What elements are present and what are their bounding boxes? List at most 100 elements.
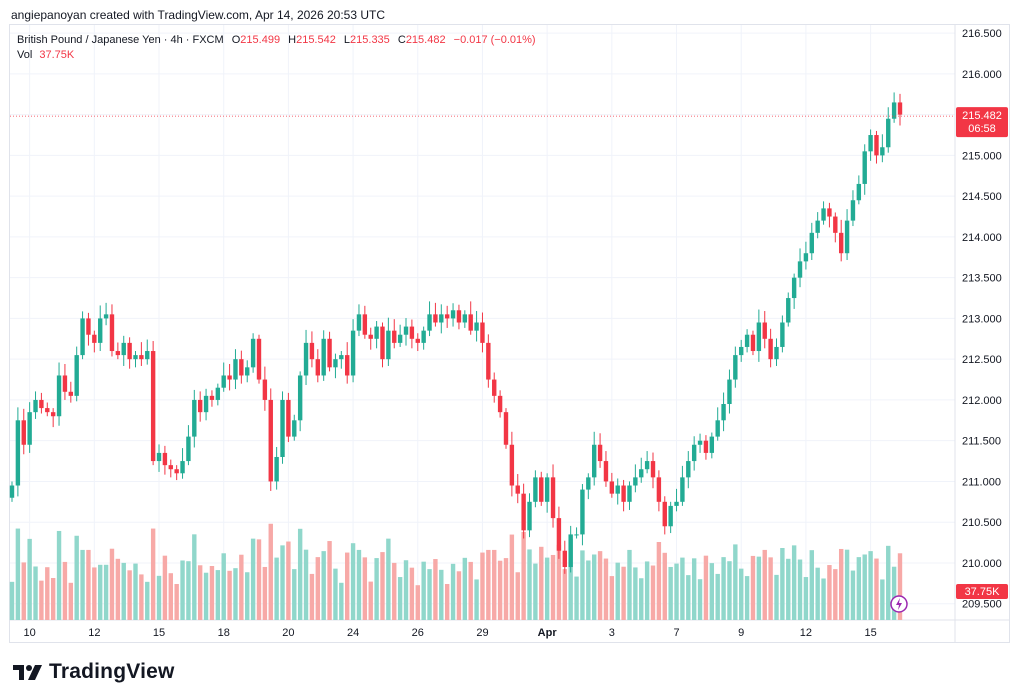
candle-body [33, 399, 38, 413]
candle-body [27, 412, 32, 445]
x-tick-label: 9 [738, 627, 744, 639]
candle-body [780, 322, 785, 347]
volume-bar [786, 558, 791, 620]
volume-bar [280, 545, 285, 620]
candle-body [492, 379, 497, 396]
candle-body [103, 314, 109, 319]
candle-body [686, 461, 691, 478]
volume-bar [780, 548, 785, 620]
chart-frame [9, 24, 1010, 643]
volume-bar [509, 534, 515, 620]
change-value: −0.017 (−0.01%) [453, 34, 536, 46]
y-tick-label: 216.000 [962, 69, 1002, 81]
volume-bar [345, 552, 350, 620]
volume-bar [256, 539, 262, 620]
volume-bar [127, 570, 132, 620]
volume-label: Vol [17, 49, 33, 61]
candle-body [462, 314, 468, 323]
volume-bar [9, 581, 15, 620]
volume-bar [68, 582, 74, 620]
tradingview-logo-icon [13, 665, 42, 680]
candle-body [245, 367, 250, 376]
candle-body [192, 399, 197, 437]
volume-bar [162, 555, 168, 620]
volume-bar [703, 555, 709, 620]
close-value: 215.482 [405, 34, 446, 46]
volume-bar [568, 538, 573, 620]
lightning-bolt-icon [896, 598, 902, 610]
volume-bar [362, 557, 368, 620]
volume-bar [462, 557, 468, 620]
candle-body [297, 375, 303, 421]
volume-bar [603, 558, 609, 620]
volume-bar [103, 564, 109, 620]
volume-bar [392, 562, 397, 620]
volume-bar [192, 534, 197, 620]
candle-body [433, 314, 438, 323]
x-tick-label: Apr [538, 627, 558, 639]
candle-body [133, 355, 138, 360]
y-tick-label: 211.500 [962, 436, 1001, 448]
volume-bar [350, 543, 356, 620]
volume-bar [215, 570, 221, 620]
candle-body [45, 408, 50, 413]
y-tick-label: 213.500 [962, 273, 1002, 285]
y-tick-label: 214.500 [962, 191, 1002, 203]
volume-bar [297, 528, 303, 620]
volume-bar [409, 567, 415, 620]
volume-bar [309, 573, 315, 620]
volume-bar [497, 560, 503, 620]
candle-body [586, 477, 591, 490]
volume-bar [633, 567, 638, 620]
candle-body [397, 334, 403, 343]
volume-bar [650, 565, 656, 620]
volume-bar [50, 578, 56, 620]
volume-bar [686, 575, 691, 620]
x-tick-label: 7 [673, 627, 679, 639]
volume-bar [274, 557, 279, 620]
symbol-title[interactable]: British Pound / Japanese Yen · 4h · FXCM [17, 34, 224, 46]
candle-body [827, 208, 832, 217]
volume-bar [168, 573, 173, 620]
candle-body [321, 338, 326, 376]
candle-body [844, 220, 850, 254]
volume-bar [450, 563, 456, 620]
volume-bar [468, 561, 473, 620]
volume-bar [503, 558, 509, 620]
volume-bar [474, 579, 479, 620]
volume-bar [233, 568, 238, 620]
volume-bar [838, 548, 844, 620]
y-tick-label: 214.000 [962, 232, 1002, 244]
volume-bar [439, 569, 444, 620]
candle-body [68, 391, 74, 396]
chart-credit: angiepanoyan created with TradingView.co… [11, 8, 386, 22]
volume-bar [27, 538, 32, 620]
candle-body [80, 318, 85, 356]
candle-body [450, 310, 456, 319]
volume-bar [586, 560, 591, 620]
tradingview-logo[interactable]: TradingView [13, 658, 175, 686]
candle-body [227, 375, 232, 380]
candle-body [315, 359, 321, 376]
volume-bar [515, 572, 520, 620]
volume-bar [868, 551, 873, 620]
volume-bar [591, 554, 597, 620]
candle-body [309, 342, 315, 360]
candle-body [197, 399, 203, 413]
candle-body [150, 351, 156, 462]
candle-body [250, 338, 256, 368]
volume-bar [750, 555, 756, 620]
volume-bar [150, 528, 156, 620]
volume-bar [427, 569, 432, 620]
volume-bar [333, 568, 338, 620]
volume-bar [891, 566, 897, 620]
volume-bar [15, 528, 21, 620]
volume-bar [403, 560, 409, 620]
candle-body [509, 444, 515, 486]
candle-body [838, 232, 844, 254]
volume-bar [80, 549, 85, 620]
candle-body [662, 501, 667, 527]
candle-body [92, 334, 97, 343]
candle-body [168, 465, 173, 470]
